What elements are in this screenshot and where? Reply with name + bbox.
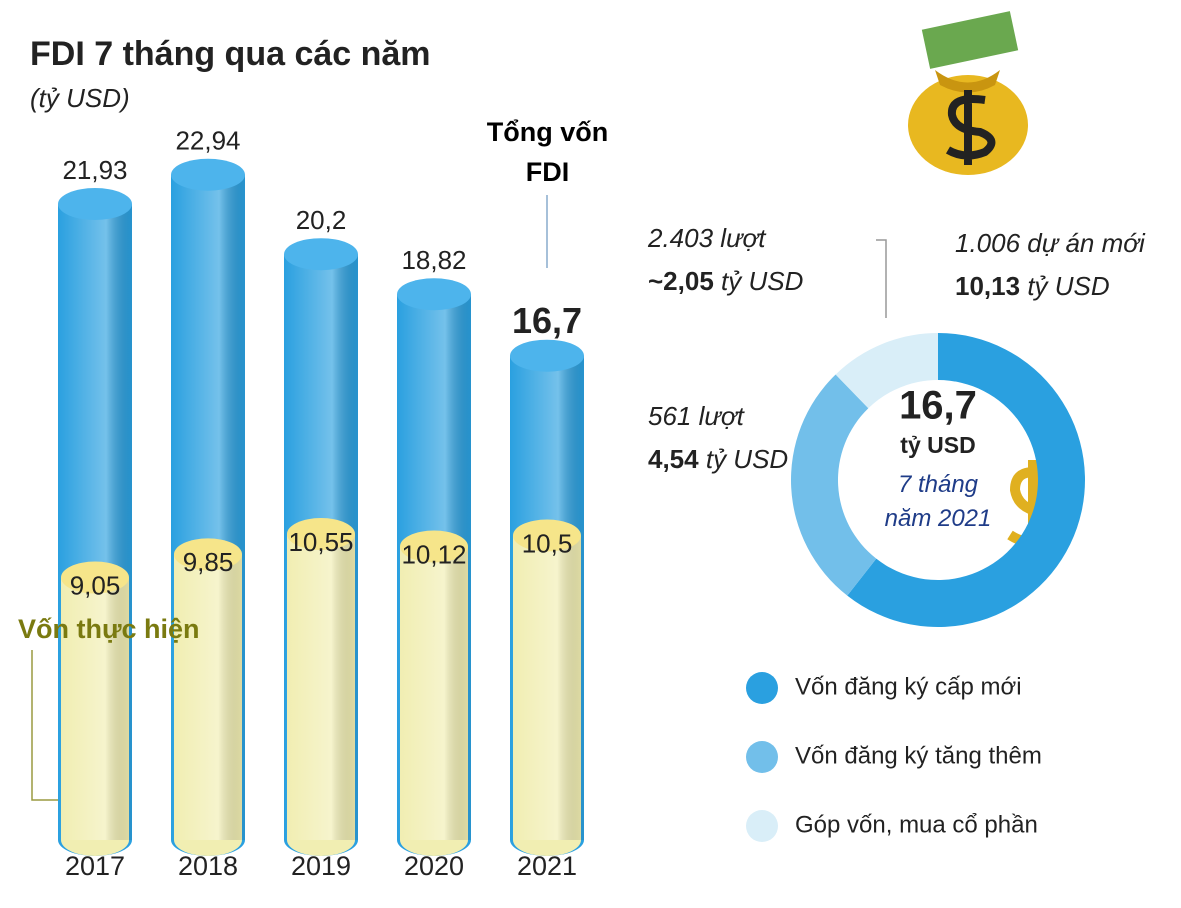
value-label: 10,12 <box>401 539 466 569</box>
annotation: 1.006 dự án mới <box>955 228 1146 258</box>
cylinder-shine <box>174 554 242 840</box>
chart-subtitle: (tỷ USD) <box>30 83 130 113</box>
cylinder-shine <box>287 534 355 840</box>
legend-label: Góp vốn, mua cổ phần <box>795 811 1038 838</box>
value-unit: tỷ USD <box>1027 271 1109 301</box>
value-label: 10,5 <box>522 528 573 558</box>
value-label: 20,2 <box>296 205 347 235</box>
cylinder-top <box>400 530 468 563</box>
legend-label: Vốn đăng ký cấp mới <box>795 673 1022 700</box>
value-number: 10,13 <box>955 271 1020 301</box>
x-tick-label: 2021 <box>517 851 577 881</box>
cylinder-top <box>174 538 242 571</box>
value-label: 22,94 <box>175 126 240 156</box>
cylinder-top <box>61 561 129 594</box>
value-number: ~2,05 <box>648 266 714 296</box>
legend-marker <box>746 672 778 704</box>
cylinder-top <box>510 339 584 372</box>
cylinder-shine <box>513 535 581 840</box>
cylinder-top <box>397 278 471 311</box>
series-label: Tổng vốn FDI <box>486 117 609 187</box>
center-note: 7 tháng năm 2021 <box>884 471 992 532</box>
x-tick-label: 2017 <box>65 851 125 881</box>
x-tick-label: 2019 <box>291 851 351 881</box>
cylinder-shine <box>400 546 468 840</box>
cylinder-top <box>513 519 581 552</box>
x-tick-label: 2020 <box>404 851 464 881</box>
cylinder-top <box>284 238 358 271</box>
legend-marker <box>746 741 778 773</box>
value-label: 4,54 tỷ USD <box>648 444 788 474</box>
value-label: 18,82 <box>401 245 466 275</box>
center-unit: tỷ USD <box>900 432 975 458</box>
value-label: 10,55 <box>288 527 353 557</box>
legend-marker <box>746 810 778 842</box>
donut-slice <box>835 333 938 409</box>
value-label: 16,7 <box>512 300 582 341</box>
series-label: Vốn thực hiện <box>18 614 200 644</box>
value-number: 4,54 <box>648 444 699 474</box>
cylinder-top <box>171 158 245 191</box>
value-unit: tỷ USD <box>706 444 788 474</box>
annotation: 2.403 lượt <box>647 223 767 253</box>
value-label: 9,85 <box>183 547 234 577</box>
value-label: ~2,05 tỷ USD <box>648 266 803 296</box>
value-label: 21,93 <box>62 155 127 185</box>
donut-slice <box>847 333 1086 628</box>
annotation: 561 lượt <box>648 401 746 431</box>
x-tick-label: 2018 <box>178 851 238 881</box>
value-label: 10,13 tỷ USD <box>955 271 1110 301</box>
chart-title: FDI 7 tháng qua các năm <box>30 35 431 73</box>
money-bag-icon <box>908 11 1028 175</box>
legend-label: Vốn đăng ký tăng thêm <box>795 742 1042 769</box>
value-label: 9,05 <box>70 570 121 600</box>
donut-slice <box>791 374 877 596</box>
cylinder-shine <box>61 577 129 840</box>
value-unit: tỷ USD <box>721 266 803 296</box>
cylinder-top <box>58 188 132 221</box>
cylinder-top <box>287 518 355 551</box>
leader-line <box>876 239 887 318</box>
center-label: 16,7 <box>899 384 977 428</box>
